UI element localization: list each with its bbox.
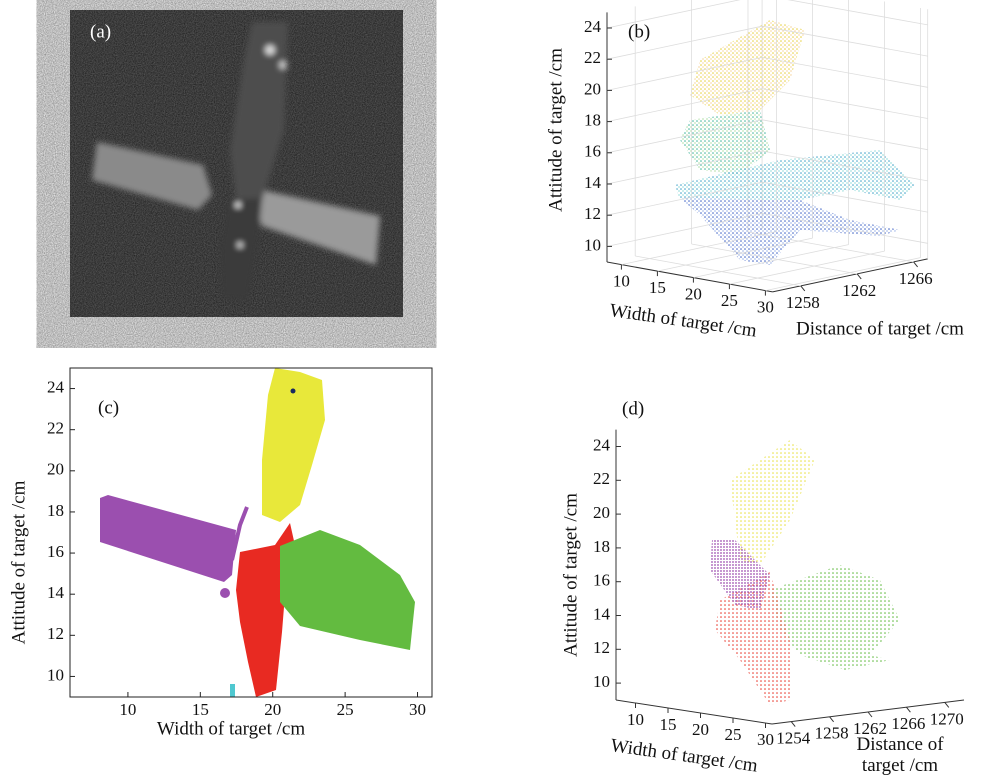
z-tick-label: 22 bbox=[584, 48, 601, 67]
y-tick-label: 12 bbox=[47, 624, 64, 643]
y-tick-label: 22 bbox=[47, 419, 64, 438]
z-tick-label: 24 bbox=[593, 435, 611, 454]
y-tick-label: 20 bbox=[47, 460, 64, 479]
y-tick bbox=[945, 702, 949, 707]
y-tick-label: 10 bbox=[47, 665, 64, 684]
z-tick-label: 10 bbox=[584, 235, 601, 254]
y-tick bbox=[914, 262, 918, 267]
z-tick-label: 18 bbox=[593, 537, 610, 556]
y-axis-label: Attitude of target /cm bbox=[8, 480, 29, 644]
y-tick-label: 1254 bbox=[776, 729, 811, 748]
x-tick-label: 30 bbox=[757, 298, 774, 317]
x-tick-label: 30 bbox=[757, 730, 774, 749]
x-tick-label: 10 bbox=[627, 710, 644, 729]
x-tick-label: 25 bbox=[337, 700, 354, 719]
y-tick bbox=[868, 712, 872, 717]
panel-label: (b) bbox=[628, 21, 650, 42]
x-tick-label: 25 bbox=[725, 725, 742, 744]
x-tick-label: 15 bbox=[660, 715, 677, 734]
z-tick-label: 12 bbox=[593, 638, 610, 657]
z-tick-label: 12 bbox=[584, 204, 601, 223]
y-axis-label-box: Distance of target /cm bbox=[840, 734, 960, 780]
x-tick-label: 25 bbox=[721, 291, 738, 310]
y-tick-label: 1262 bbox=[842, 281, 876, 300]
grid-line bbox=[762, 0, 928, 25]
x-tick-label: 10 bbox=[119, 700, 136, 719]
z-tick-label: 18 bbox=[584, 111, 601, 130]
y-tick-label: 1266 bbox=[899, 269, 933, 288]
x-axis-label: Width of target /cm bbox=[157, 718, 305, 739]
z-axis-label: Attitude of target /cm bbox=[545, 48, 566, 212]
z-tick-label: 16 bbox=[584, 142, 601, 161]
grid-line bbox=[762, 120, 928, 150]
panel-label: (d) bbox=[622, 398, 644, 419]
z-tick-label: 14 bbox=[593, 604, 611, 623]
clustered-cloud bbox=[710, 440, 900, 705]
x-tick-label: 30 bbox=[409, 700, 426, 719]
panel-label: (c) bbox=[98, 397, 119, 418]
x-tick-label: 20 bbox=[685, 285, 702, 304]
y-axis-label: Distance of target /cm bbox=[844, 734, 956, 776]
x-tick-label: 10 bbox=[613, 272, 630, 291]
z-tick-label: 20 bbox=[584, 79, 601, 98]
y-tick-label: 1266 bbox=[891, 714, 925, 733]
z-tick-label: 22 bbox=[593, 469, 610, 488]
photo: (a) bbox=[70, 10, 403, 317]
y-tick bbox=[830, 717, 834, 722]
figure: (a) (b) 10 15 20 25 30 1258 1262 1266 10 12 14 16 18 2… bbox=[0, 0, 989, 783]
z-tick-label: 14 bbox=[584, 173, 602, 192]
y-tick-label: 18 bbox=[47, 501, 64, 520]
x-tick-label: 15 bbox=[649, 278, 666, 297]
cluster-regions bbox=[100, 368, 415, 697]
y-tick bbox=[906, 707, 910, 712]
z-tick-label: 16 bbox=[593, 571, 610, 590]
y-axis-label: Distance of target /cm bbox=[796, 318, 964, 339]
x-tick-label: 20 bbox=[264, 700, 281, 719]
z-axis-label: Attitude of target /cm bbox=[560, 493, 581, 657]
point-cloud bbox=[675, 20, 915, 265]
y-tick bbox=[857, 274, 861, 279]
y-tick-label: 24 bbox=[47, 377, 65, 396]
y-tick-label: 16 bbox=[47, 542, 64, 561]
y-tick bbox=[791, 722, 795, 727]
x-tick-label: 15 bbox=[192, 700, 209, 719]
z-tick-label: 20 bbox=[593, 503, 610, 522]
y-tick-label: 14 bbox=[47, 583, 65, 602]
grid-line bbox=[762, 89, 928, 119]
z-tick-label: 24 bbox=[584, 17, 602, 36]
y-tick-label: 1258 bbox=[786, 293, 820, 312]
y-tick-label: 1270 bbox=[930, 709, 964, 728]
x-tick-label: 20 bbox=[692, 720, 709, 739]
panel-label: (a) bbox=[90, 21, 111, 42]
z-tick-label: 10 bbox=[593, 672, 610, 691]
y-tick bbox=[801, 286, 805, 291]
